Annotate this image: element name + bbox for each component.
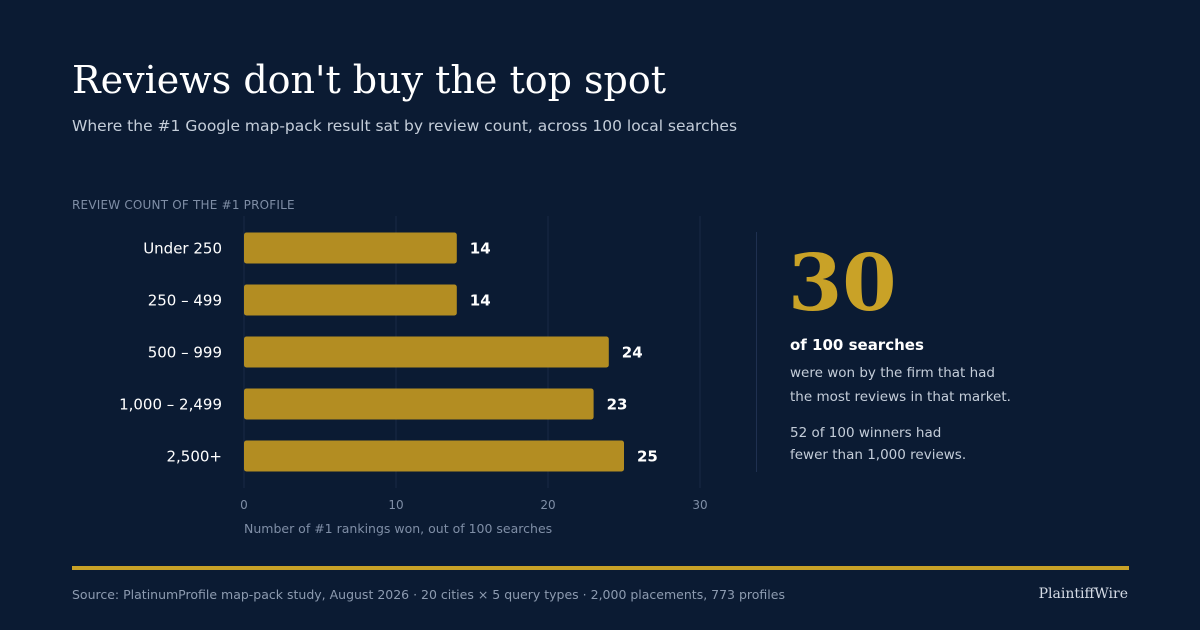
- category-label: 250 – 499: [148, 292, 222, 310]
- x-axis-label: Number of #1 rankings won, out of 100 se…: [244, 521, 552, 536]
- section-divider: [756, 232, 757, 472]
- source-note: Source: PlatinumProfile map-pack study, …: [72, 587, 785, 602]
- y-axis-label: REVIEW COUNT OF THE #1 PROFILE: [72, 198, 295, 212]
- callout-text: were won by the firm that had the most r…: [790, 365, 1011, 405]
- footer-rule: [72, 566, 1129, 570]
- callout-number: 30: [788, 238, 897, 329]
- callout-secondary-text: 52 of 100 winners had fewer than 1,000 r…: [790, 425, 967, 463]
- x-tick-label: 0: [240, 498, 248, 512]
- data-label: 14: [470, 292, 491, 310]
- callout-headline: of 100 searches: [790, 336, 924, 354]
- chart-subtitle: Where the #1 Google map-pack result sat …: [72, 117, 738, 135]
- x-tick-label: 30: [692, 498, 707, 512]
- bar: [244, 232, 457, 264]
- x-tick-label: 10: [388, 498, 403, 512]
- brand-logo: PlaintiffWire: [1038, 586, 1128, 602]
- data-label: 14: [470, 240, 491, 258]
- category-label: Under 250: [143, 240, 222, 258]
- data-label: 25: [637, 448, 658, 466]
- category-label: 500 – 999: [148, 344, 222, 362]
- chart-title: Reviews don't buy the top spot: [72, 58, 666, 102]
- category-label: 2,500+: [166, 448, 222, 466]
- bar: [244, 440, 624, 472]
- data-label: 23: [607, 396, 628, 414]
- data-label: 24: [622, 344, 643, 362]
- bar: [244, 284, 457, 316]
- category-label: 1,000 – 2,499: [119, 396, 222, 414]
- bar: [244, 336, 609, 368]
- bar: [244, 388, 594, 420]
- x-tick-label: 20: [540, 498, 555, 512]
